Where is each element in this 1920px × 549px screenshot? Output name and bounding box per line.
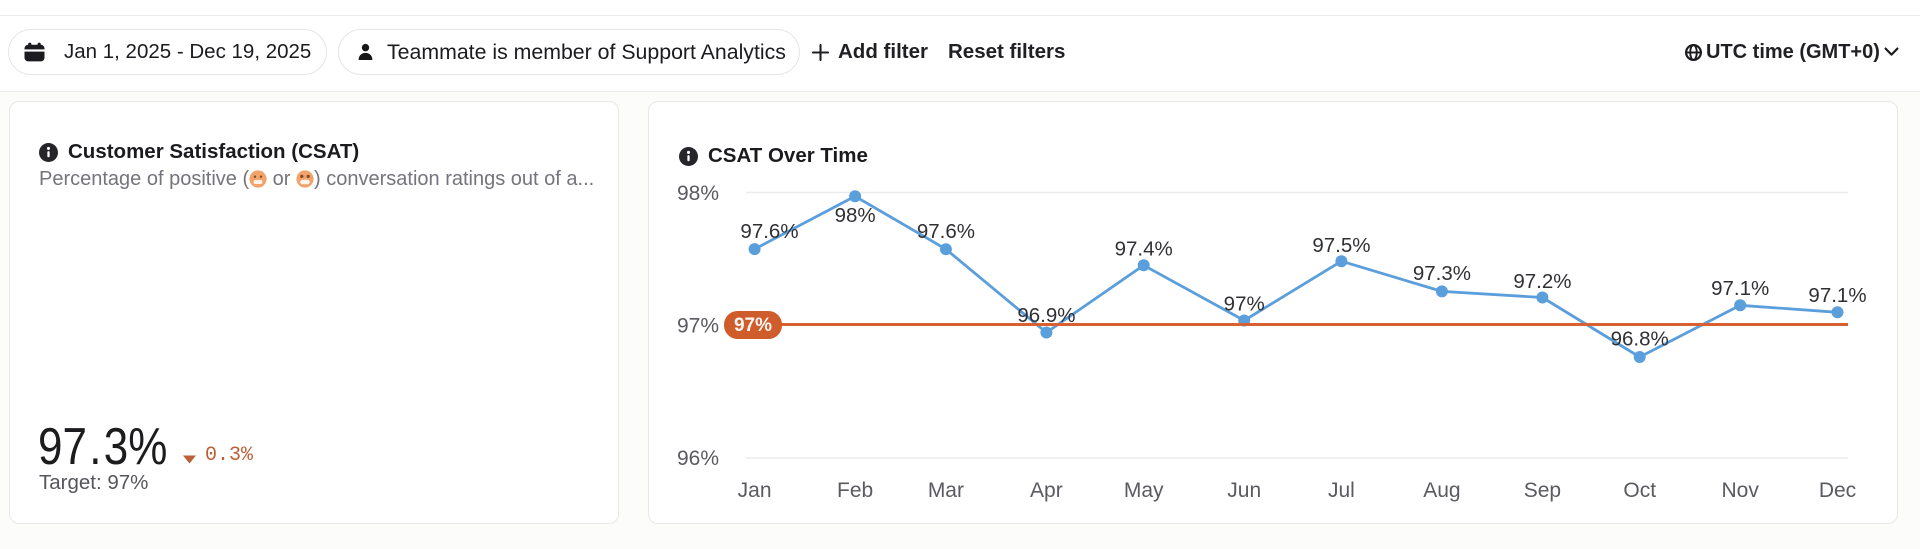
svg-text:97.1%: 97.1% bbox=[1711, 277, 1769, 300]
svg-text:Aug: Aug bbox=[1423, 479, 1460, 502]
svg-text:97.6%: 97.6% bbox=[740, 220, 798, 243]
svg-text:98%: 98% bbox=[835, 204, 876, 227]
svg-text:97%: 97% bbox=[677, 315, 719, 338]
svg-text:Dec: Dec bbox=[1819, 479, 1856, 502]
svg-text:Apr: Apr bbox=[1030, 479, 1063, 502]
svg-text:Jul: Jul bbox=[1328, 479, 1355, 502]
svg-text:96%: 96% bbox=[677, 447, 719, 470]
svg-text:97.3%: 97.3% bbox=[1413, 262, 1471, 285]
svg-text:97.1%: 97.1% bbox=[1808, 284, 1866, 307]
svg-text:Feb: Feb bbox=[837, 479, 873, 502]
svg-text:May: May bbox=[1124, 479, 1164, 502]
svg-text:96.9%: 96.9% bbox=[1017, 304, 1075, 327]
svg-text:Jun: Jun bbox=[1227, 479, 1261, 502]
svg-text:96.8%: 96.8% bbox=[1611, 328, 1669, 351]
svg-text:98%: 98% bbox=[677, 182, 719, 205]
svg-text:Oct: Oct bbox=[1623, 479, 1656, 502]
svg-text:Nov: Nov bbox=[1722, 479, 1760, 502]
svg-text:Jan: Jan bbox=[738, 479, 772, 502]
svg-text:97.2%: 97.2% bbox=[1513, 270, 1571, 293]
svg-text:Mar: Mar bbox=[928, 479, 964, 502]
svg-text:97.4%: 97.4% bbox=[1115, 238, 1173, 261]
svg-text:97%: 97% bbox=[1224, 293, 1265, 316]
svg-text:Sep: Sep bbox=[1524, 479, 1561, 502]
svg-text:97.6%: 97.6% bbox=[917, 220, 975, 243]
svg-text:97.5%: 97.5% bbox=[1312, 234, 1370, 257]
svg-text:97%: 97% bbox=[734, 315, 772, 336]
